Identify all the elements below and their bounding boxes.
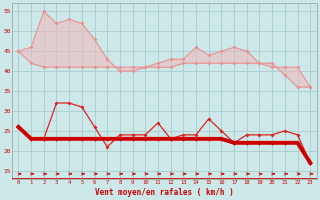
X-axis label: Vent moyen/en rafales ( km/h ): Vent moyen/en rafales ( km/h ) <box>95 188 234 197</box>
